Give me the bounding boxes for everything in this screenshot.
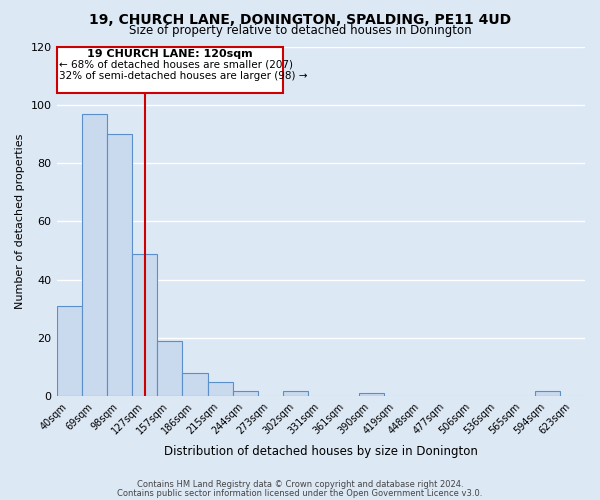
Bar [283,390,308,396]
Text: Size of property relative to detached houses in Donington: Size of property relative to detached ho… [128,24,472,37]
Bar [233,390,258,396]
Text: ← 68% of detached houses are smaller (207): ← 68% of detached houses are smaller (20… [59,60,293,70]
Text: 19, CHURCH LANE, DONINGTON, SPALDING, PE11 4UD: 19, CHURCH LANE, DONINGTON, SPALDING, PE… [89,12,511,26]
Bar [56,46,283,93]
Bar [359,394,383,396]
Bar [82,114,107,397]
Text: 32% of semi-detached houses are larger (98) →: 32% of semi-detached houses are larger (… [59,72,308,82]
Bar [535,390,560,396]
Bar [157,341,182,396]
Bar [208,382,233,396]
Text: Contains public sector information licensed under the Open Government Licence v3: Contains public sector information licen… [118,488,482,498]
Bar [182,373,208,396]
Bar [132,254,157,396]
X-axis label: Distribution of detached houses by size in Donington: Distribution of detached houses by size … [164,444,478,458]
Text: Contains HM Land Registry data © Crown copyright and database right 2024.: Contains HM Land Registry data © Crown c… [137,480,463,489]
Bar [56,306,82,396]
Bar [107,134,132,396]
Y-axis label: Number of detached properties: Number of detached properties [15,134,25,309]
Text: 19 CHURCH LANE: 120sqm: 19 CHURCH LANE: 120sqm [87,50,253,59]
